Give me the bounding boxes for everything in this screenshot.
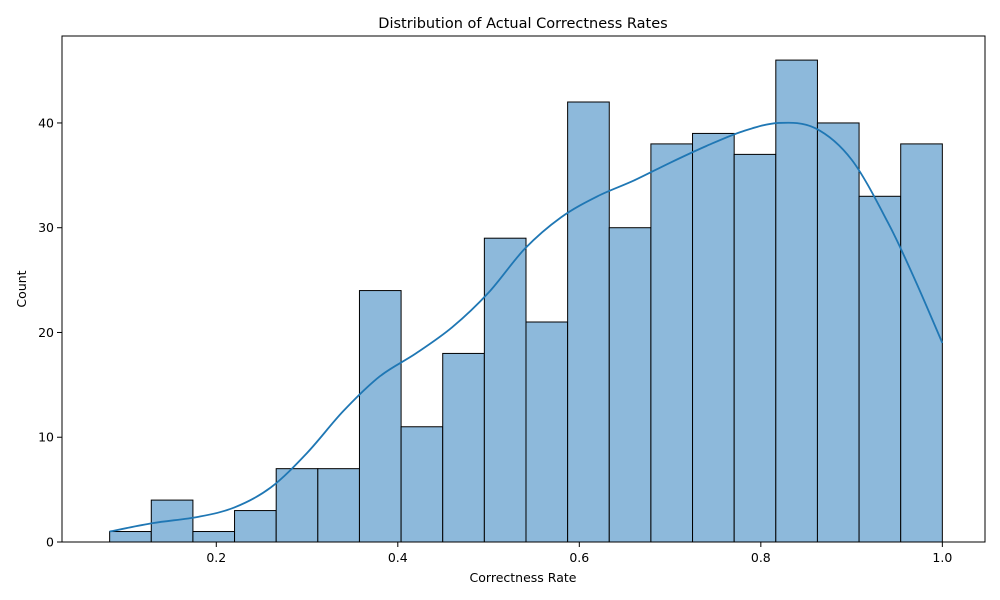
x-tick-label: 0.8 xyxy=(751,550,771,565)
y-tick-label: 40 xyxy=(38,115,54,130)
x-tick-label: 0.2 xyxy=(206,550,226,565)
kde-line xyxy=(109,121,944,533)
histogram-bar xyxy=(900,143,943,543)
kde-curve-group xyxy=(109,121,944,533)
x-axis-ticks: 0.2 0.4 0.6 0.8 1.0 xyxy=(206,542,952,565)
histogram-bar xyxy=(650,143,694,543)
histogram-bar xyxy=(858,195,902,543)
histogram-bar xyxy=(192,531,236,543)
plot-frame xyxy=(61,35,986,543)
y-axis-label: Count xyxy=(14,270,29,307)
histogram-bar xyxy=(109,531,152,543)
y-tick-label: 0 xyxy=(46,535,54,550)
y-tick-label: 30 xyxy=(38,220,54,235)
histogram-bar xyxy=(608,227,652,543)
x-tick-label: 1.0 xyxy=(932,550,952,565)
x-tick-label: 0.6 xyxy=(569,550,589,565)
y-tick-label: 10 xyxy=(38,430,54,445)
histogram-bar xyxy=(234,510,277,543)
histogram-bar xyxy=(733,153,777,543)
histogram-bar xyxy=(816,122,860,543)
histogram-bars xyxy=(109,59,943,543)
x-tick-label: 0.4 xyxy=(388,550,408,565)
histogram-bar xyxy=(525,321,569,543)
x-axis-label: Correctness Rate xyxy=(470,570,577,585)
histogram-bar xyxy=(442,352,485,543)
histogram-bar xyxy=(317,468,360,543)
chart-title: Distribution of Actual Correctness Rates xyxy=(378,16,667,32)
histogram-bar xyxy=(483,237,527,543)
histogram-bar xyxy=(775,59,818,543)
histogram-bar xyxy=(400,426,444,543)
y-axis-ticks: 0 10 20 30 40 xyxy=(38,115,62,550)
histogram-bar xyxy=(692,132,735,543)
histogram-bar xyxy=(567,101,610,543)
histogram-bar xyxy=(358,290,402,543)
histogram-bar xyxy=(275,468,319,543)
y-tick-label: 20 xyxy=(38,325,54,340)
